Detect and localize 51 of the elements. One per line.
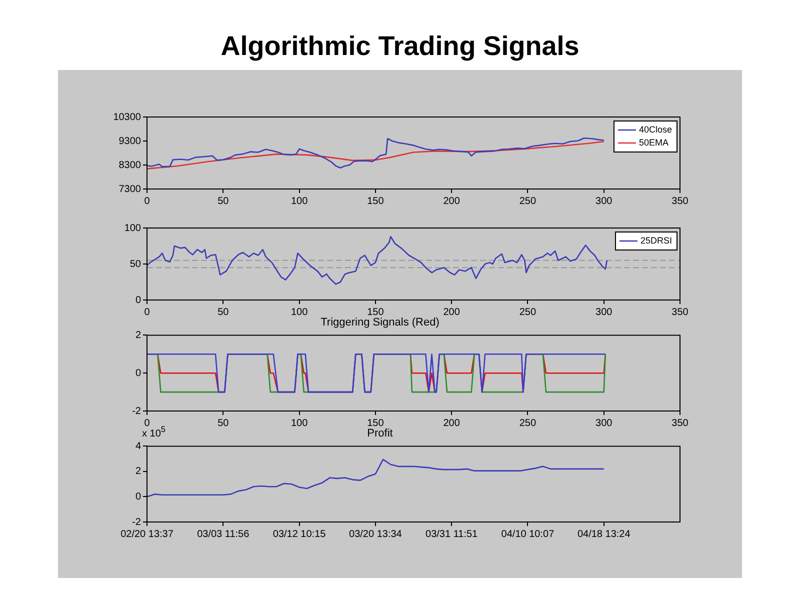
chart-title: Profit	[367, 428, 393, 440]
legend-label: 40Close	[638, 124, 672, 134]
y-tick-label: 100	[124, 222, 142, 234]
x-tick-label: 300	[596, 196, 613, 207]
x-tick-label: 200	[443, 306, 460, 318]
y-tick-label: 7300	[118, 184, 142, 195]
x-tick-label: 250	[519, 196, 536, 207]
y-tick-label: 2	[135, 466, 142, 478]
x-tick-label: 350	[672, 196, 689, 207]
x-tick-label: 200	[443, 418, 460, 429]
y-tick-label: 0	[135, 491, 142, 502]
chart-title: Algorithmic Trading Signals	[220, 30, 580, 62]
x-tick-label: 04/18 13:24	[577, 528, 631, 540]
y-tick-label: 10300	[113, 112, 142, 123]
x-tick-label: 0	[144, 306, 150, 318]
x-tick-label: 350	[672, 418, 689, 429]
x-tick-label: 100	[290, 306, 308, 318]
y-tick-label: 4	[135, 440, 142, 452]
x-tick-label: 50	[218, 418, 230, 429]
x-tick-label: 350	[672, 306, 689, 318]
x-tick-label: 50	[218, 196, 230, 207]
y-tick-label: -2	[132, 406, 142, 417]
x-tick-label: 04/10 10:07	[501, 528, 555, 540]
x-tick-label: 03/03 11:56	[197, 528, 250, 540]
y-tick-label: 2	[135, 330, 142, 341]
x-tick-label: 100	[290, 418, 308, 429]
x-tick-label: 150	[367, 418, 384, 429]
x-tick-label: 0	[144, 196, 150, 207]
x-tick-label: 03/20 13:34	[349, 528, 402, 540]
x-tick-label: 03/31 11:51	[426, 528, 478, 540]
legend-label: 25DRSI	[640, 235, 672, 246]
y-tick-label: 50	[130, 258, 142, 270]
x-tick-label: 150	[367, 306, 384, 318]
x-tick-label: 250	[519, 418, 536, 429]
y-tick-label: 0	[135, 294, 142, 306]
chart-title: Triggering Signals (Red)	[320, 316, 440, 329]
x-tick-label: 02/20 13:37	[120, 528, 174, 540]
x-tick-label: 03/12 10:15	[272, 528, 326, 540]
y-tick-label: 0	[135, 368, 142, 379]
x-tick-label: 300	[596, 418, 613, 429]
y-tick-label: 8300	[118, 160, 142, 171]
x-tick-label: 200	[443, 196, 460, 207]
y-tick-label: 9300	[118, 136, 142, 147]
x-tick-label: 250	[519, 306, 536, 318]
x-tick-label: 50	[218, 306, 230, 318]
x-tick-label: 150	[367, 196, 384, 207]
y-tick-label: -2	[132, 516, 142, 528]
x-tick-label: 300	[596, 306, 613, 318]
x-tick-label: 100	[290, 196, 308, 207]
legend-label: 50EMA	[638, 137, 668, 148]
x-tick-label: 0	[144, 418, 150, 429]
